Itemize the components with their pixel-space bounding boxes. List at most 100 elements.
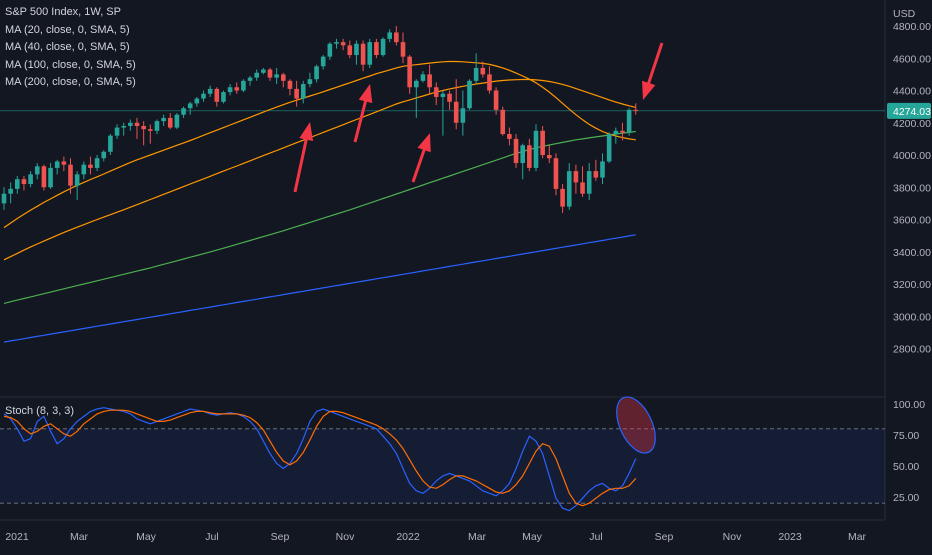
stoch-tick-label: 25.00 (893, 492, 919, 504)
candle-body (367, 42, 373, 65)
candle-body (274, 74, 279, 78)
candle-body (227, 87, 233, 93)
time-tick-label: 2022 (396, 531, 420, 543)
time-tick-label: Jul (589, 531, 602, 543)
stoch-d-line (3, 409, 637, 507)
candle-body (527, 145, 532, 168)
candle-body (320, 56, 326, 67)
candle-body (547, 155, 552, 159)
ma200-line (3, 234, 636, 343)
last-price-label: 4274.03 (893, 106, 931, 118)
candle-body (101, 151, 107, 159)
candle-body (307, 79, 313, 85)
candle-body (440, 93, 446, 97)
indicator-ma40[interactable]: MA (40, close, 0, SMA, 5) (5, 41, 130, 53)
stoch-tick-label: 50.00 (893, 461, 919, 473)
candle-body (221, 92, 226, 102)
candle-body (580, 182, 585, 194)
candle-body (267, 69, 273, 78)
stoch-legend[interactable]: Stoch (8, 3, 3) (5, 405, 75, 417)
candle-body (487, 74, 492, 91)
stoch-highlight-ellipse (616, 396, 656, 454)
candle-body (181, 108, 186, 115)
annotation-arrow (642, 42, 664, 100)
candle-body (460, 108, 466, 123)
price-tick-label: 3200.00 (893, 279, 931, 291)
candle-body (374, 42, 379, 56)
candle-body (473, 67, 479, 81)
candle-body (500, 109, 506, 135)
candle-body (427, 74, 432, 88)
candle-body (108, 135, 113, 152)
annotation-arrow (293, 122, 314, 193)
price-unit-label: USD (893, 8, 916, 20)
indicator-ma100[interactable]: MA (100, close, 0, SMA, 5) (5, 58, 136, 71)
last-price-tag (887, 102, 931, 119)
candle-body (626, 109, 632, 133)
stoch-tick-label: 100.00 (893, 399, 925, 411)
candle-body (128, 122, 133, 126)
time-tick-label: 2023 (778, 531, 802, 543)
candle-body (314, 66, 319, 80)
time-tick-label: May (136, 531, 157, 543)
price-tick-label: 2800.00 (893, 344, 931, 356)
annotation-arrow-shape (411, 133, 431, 183)
candle-body (294, 88, 299, 99)
time-tick-label: Mar (848, 531, 867, 543)
candle-body (620, 130, 625, 133)
ma100-line (3, 130, 636, 304)
time-tick-label: May (522, 531, 543, 543)
time-tick-label: Sep (271, 531, 290, 543)
price-tick-label: 4200.00 (893, 118, 931, 130)
candle-body (560, 188, 565, 207)
candle-body (74, 174, 80, 186)
stoch-band (0, 428, 885, 504)
time-tick-label: Jul (205, 531, 218, 543)
candle-body (553, 158, 559, 189)
candle-body (613, 130, 619, 135)
candle-body (121, 125, 126, 128)
time-tick-label: Sep (655, 531, 674, 543)
candle-body (167, 117, 173, 128)
indicator-ma200[interactable]: MA (200, close, 0, SMA, 5) (5, 76, 136, 88)
candle-body (41, 166, 47, 188)
candle-body (394, 32, 399, 43)
candle-body (287, 80, 293, 89)
candle-body (480, 67, 486, 75)
candle-body (88, 164, 93, 168)
candle-body (154, 121, 160, 131)
candle-body (387, 32, 392, 39)
candle-body (28, 174, 33, 185)
time-tick-label: Mar (468, 531, 487, 543)
price-tick-label: 3800.00 (893, 182, 931, 194)
candle-body (201, 93, 206, 99)
candle-body (15, 179, 20, 189)
candle-body (420, 74, 426, 81)
candle-body (606, 134, 612, 162)
candle-body (194, 98, 200, 104)
annotation-arrow-shape (353, 84, 373, 143)
indicator-ma20[interactable]: MA (20, close, 0, SMA, 5) (5, 23, 130, 36)
candle-body (68, 164, 73, 186)
price-tick-label: 3600.00 (893, 215, 931, 227)
candle-body (520, 145, 525, 164)
chart-title: S&P 500 Index, 1W, SP (5, 6, 121, 18)
time-tick-label: Mar (70, 531, 89, 543)
candle-body (493, 90, 499, 110)
price-tick-label: 4600.00 (893, 53, 931, 65)
candle-body (247, 77, 253, 81)
price-tick-label: 3000.00 (893, 311, 931, 323)
time-tick-label: Nov (723, 531, 742, 543)
candle-body (261, 69, 266, 73)
candle-body (34, 166, 40, 175)
candle-body (566, 171, 572, 207)
price-tick-label: 4400.00 (893, 86, 931, 98)
candle-body (141, 125, 146, 130)
candle-body (187, 103, 193, 109)
time-tick-label: Nov (336, 531, 355, 543)
legend: S&P 500 Index, 1W, SP MA (20, close, 0, … (5, 4, 136, 92)
candle-body (134, 122, 140, 126)
stoch-tick-label: 75.00 (893, 430, 919, 442)
